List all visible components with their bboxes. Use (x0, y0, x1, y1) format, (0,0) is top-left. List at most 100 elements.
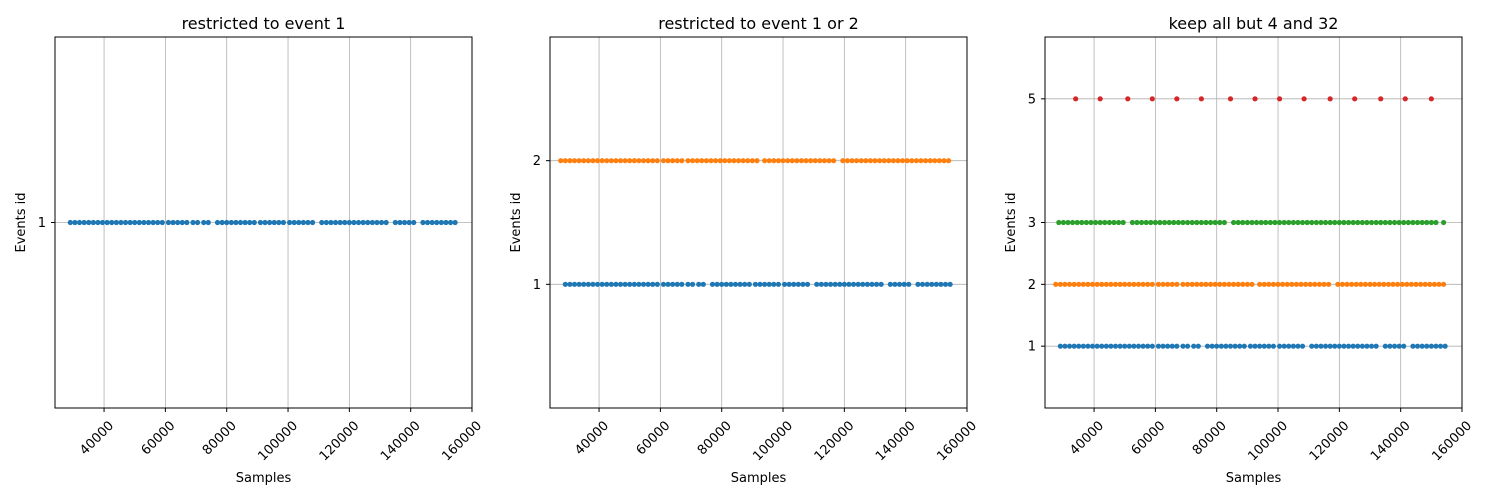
event-point (1161, 219, 1168, 226)
event-point (1221, 219, 1227, 226)
event-point (141, 219, 147, 226)
event-point (1155, 281, 1162, 287)
y-tick-label: 1 (533, 278, 541, 293)
event-point (781, 281, 788, 287)
event-point (1217, 219, 1223, 226)
event-point (1284, 281, 1290, 287)
event-point (708, 158, 714, 164)
event-point (1373, 219, 1379, 226)
event-point (892, 281, 898, 287)
event-point (877, 158, 883, 164)
event-point (840, 158, 846, 164)
event-point (749, 158, 755, 164)
event-point (374, 219, 380, 226)
event-point (608, 281, 614, 287)
event-point (291, 219, 297, 226)
event-point (1057, 281, 1063, 287)
event-point (1355, 343, 1361, 349)
event-point (1313, 219, 1319, 226)
event-point (766, 158, 772, 164)
event-point (1312, 281, 1318, 287)
event-point (558, 158, 564, 164)
x-tick-label: 100000 (1245, 418, 1291, 464)
x-tick-label: 100000 (750, 418, 796, 464)
event-point (1194, 219, 1200, 226)
event-point (1408, 281, 1415, 287)
event-point (909, 158, 915, 164)
event-point (237, 219, 244, 226)
event-point (906, 281, 912, 287)
event-point (1230, 219, 1237, 226)
event-point (1074, 219, 1080, 226)
event-point (818, 281, 824, 287)
event-point (714, 281, 720, 287)
event-point (1112, 343, 1119, 349)
event-point (873, 281, 880, 287)
event-point (1138, 219, 1145, 226)
chart-title: restricted to event 1 (182, 14, 346, 33)
event-point (95, 219, 101, 226)
event-point (1382, 219, 1388, 226)
event-point (581, 158, 587, 164)
event-point (941, 158, 947, 164)
x-tick-label: 140000 (873, 418, 919, 464)
event-point (947, 281, 953, 287)
event-point (740, 158, 746, 164)
event-point (1391, 219, 1398, 226)
event-point (1140, 281, 1146, 287)
series-event-5 (1073, 96, 1434, 102)
event-point (1336, 343, 1342, 349)
event-point (1410, 343, 1416, 349)
event-point (1327, 343, 1333, 349)
event-point (1431, 281, 1438, 287)
event-point (1169, 281, 1175, 287)
event-point (1441, 281, 1447, 287)
event-point (1349, 281, 1355, 287)
event-point (1414, 343, 1421, 349)
x-axis-label: Samples (236, 471, 292, 486)
event-point (411, 219, 417, 226)
event-point (599, 158, 605, 164)
event-point (674, 158, 680, 164)
event-point (1424, 219, 1430, 226)
event-point (918, 158, 924, 164)
event-point (1309, 219, 1315, 226)
event-point (631, 281, 637, 287)
event-point (360, 219, 366, 226)
event-point (1223, 343, 1229, 349)
event-point (650, 281, 656, 287)
x-tick-label: 160000 (1429, 418, 1475, 464)
event-point (1204, 343, 1211, 349)
event-point (640, 158, 647, 164)
event-point (812, 158, 818, 164)
event-point (590, 281, 596, 287)
event-point (1214, 343, 1220, 349)
event-point (1160, 343, 1166, 349)
event-point (1358, 281, 1364, 287)
event-point (1391, 343, 1398, 349)
event-point (224, 219, 230, 226)
event-point (915, 281, 921, 287)
event-point (1053, 281, 1059, 287)
event-point (1227, 343, 1234, 349)
event-point (1381, 281, 1387, 287)
event-point (1373, 343, 1379, 349)
event-point (942, 281, 949, 287)
chart-panel-3: 40000 60000 80000 100000 120000 140000 160000 1… (1004, 14, 1475, 486)
event-point (872, 158, 878, 164)
event-point (1313, 343, 1319, 349)
event-point (67, 219, 73, 226)
event-point (1221, 281, 1227, 287)
event-point (936, 158, 943, 164)
event-point (1207, 281, 1214, 287)
x-tick-label: 40000 (572, 418, 612, 458)
event-point (1272, 219, 1278, 226)
event-point (665, 281, 671, 287)
event-point (201, 219, 207, 226)
event-point (932, 158, 938, 164)
event-point (1396, 343, 1402, 349)
event-point (1071, 343, 1077, 349)
event-point (1332, 343, 1338, 349)
event-point (1299, 219, 1306, 226)
